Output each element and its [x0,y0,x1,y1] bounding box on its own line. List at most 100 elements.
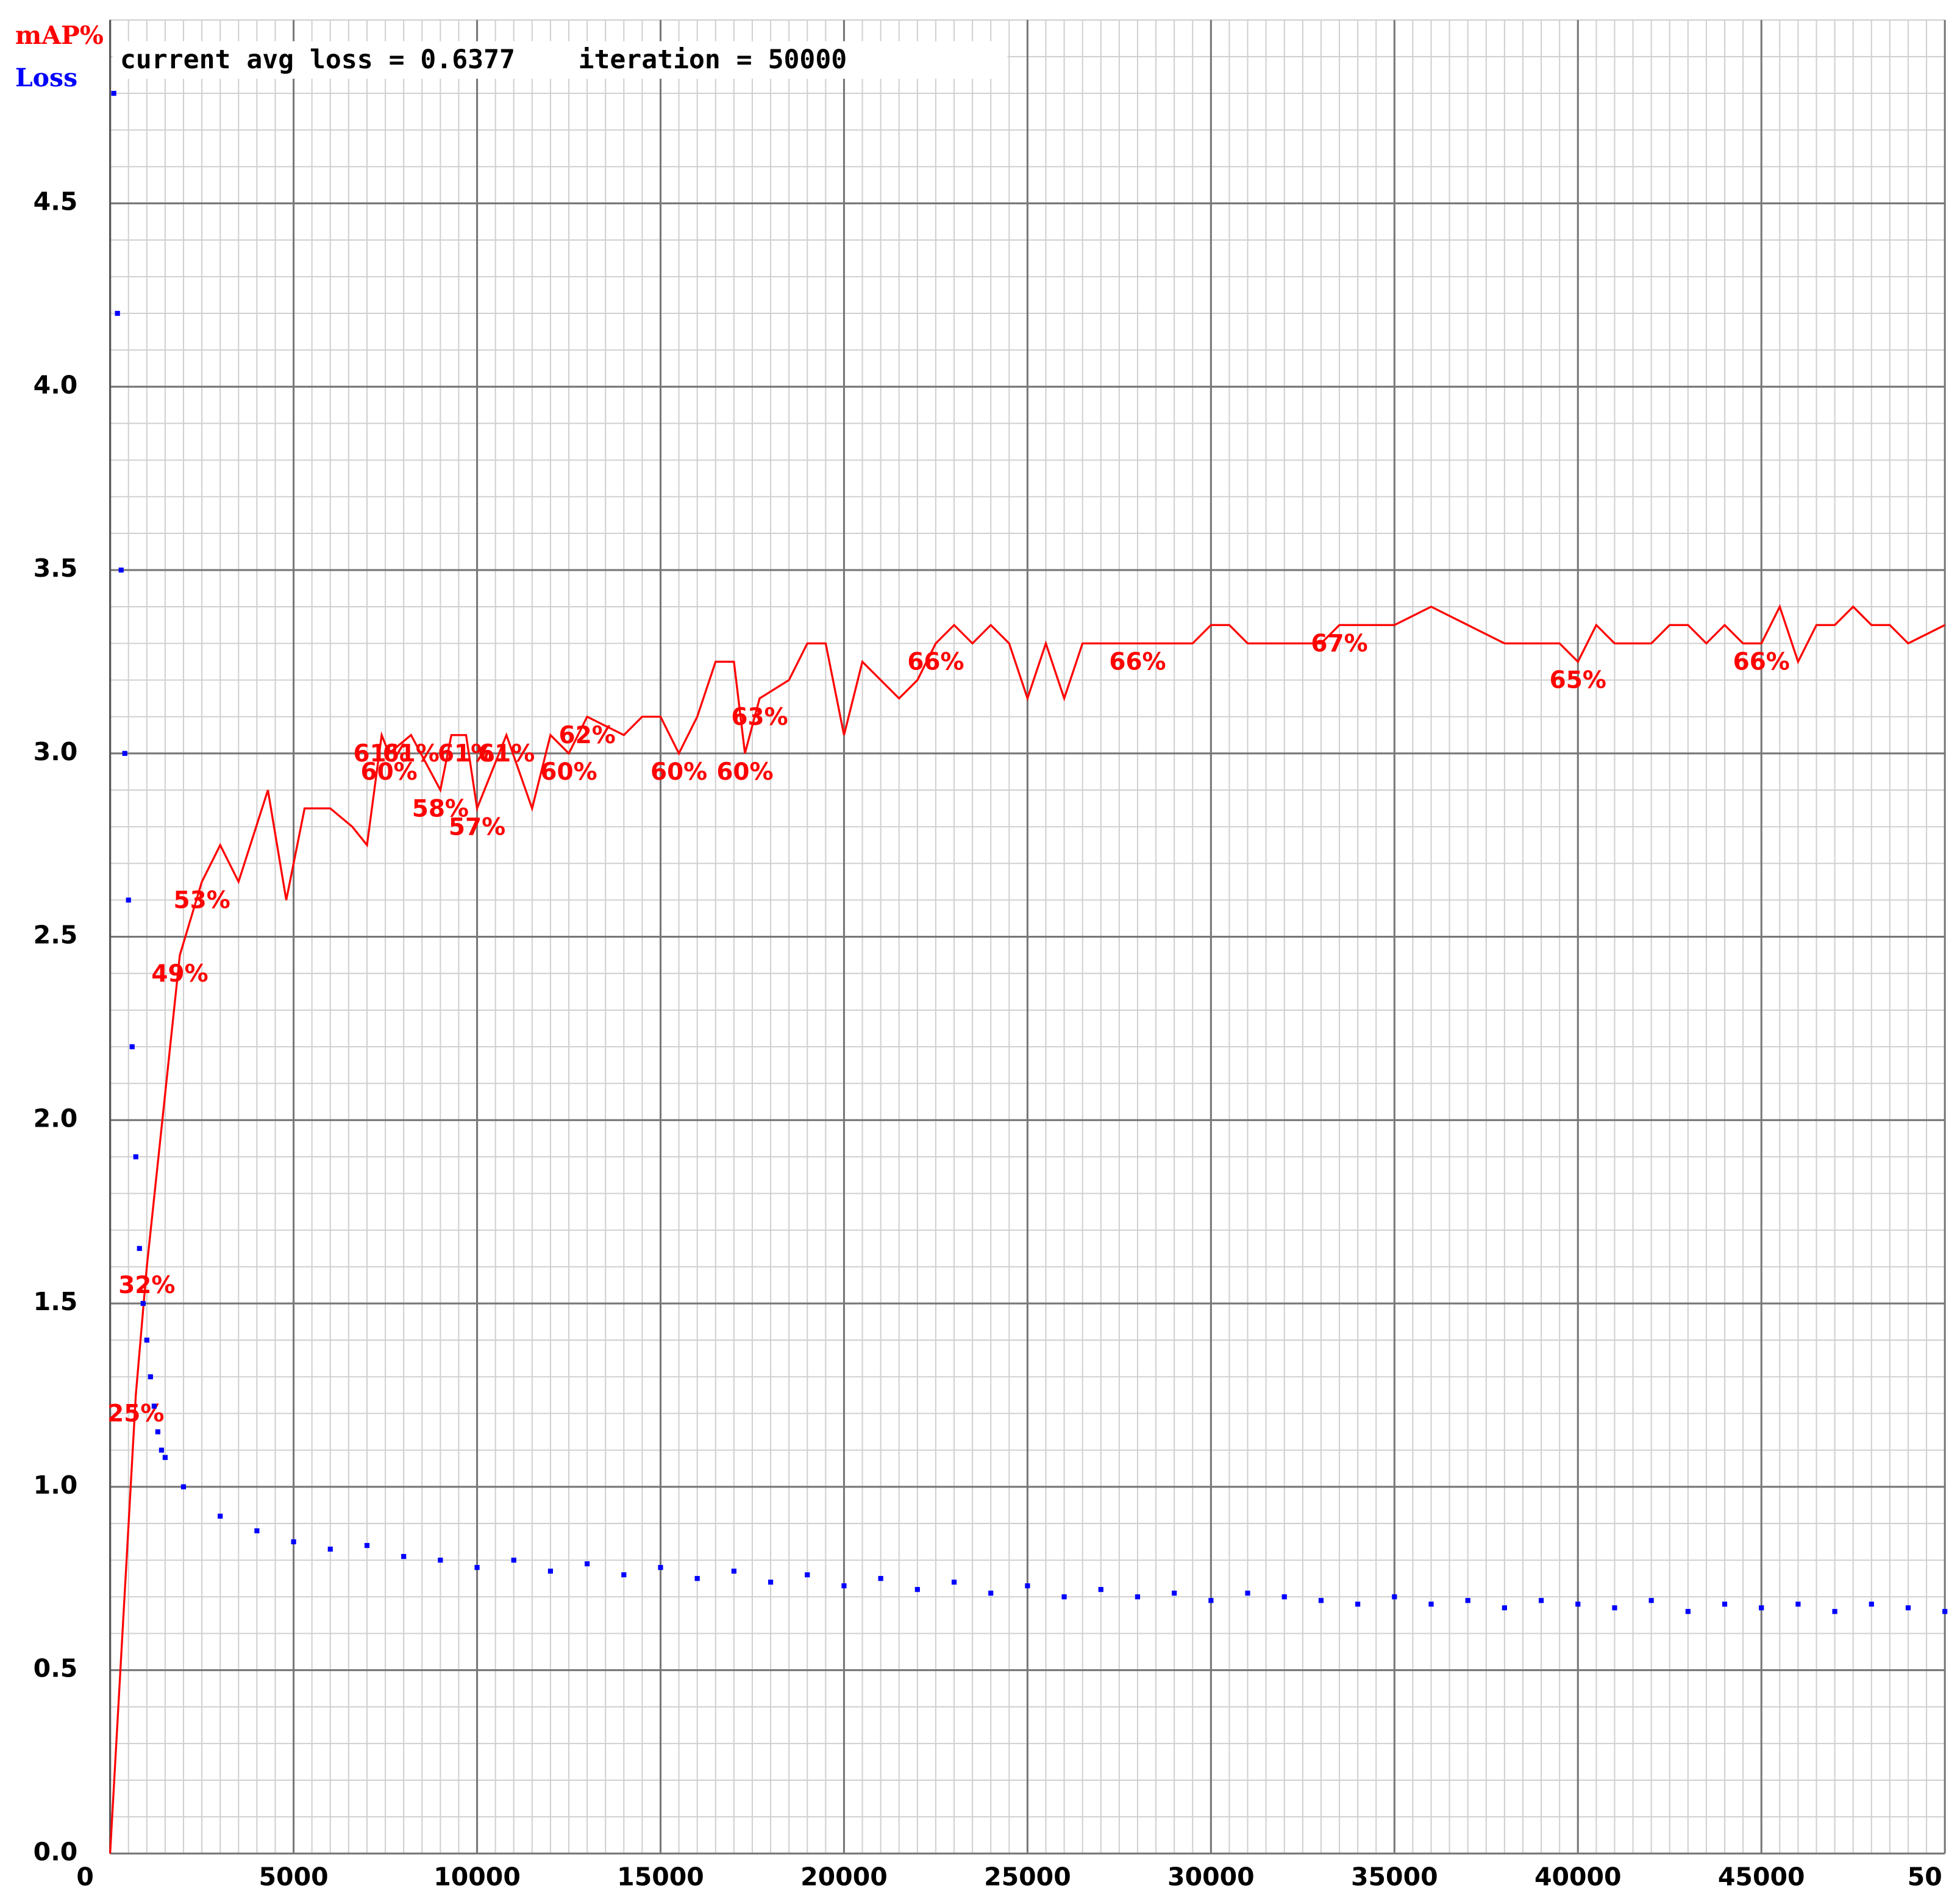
data-label: 66% [1733,649,1790,676]
legend-entry: Loss [15,63,77,93]
data-label: 58% [412,795,469,822]
loss-point [1722,1602,1728,1607]
loss-point [218,1513,223,1519]
loss-point [1832,1609,1837,1614]
y-tick-label: 3.0 [34,737,78,766]
loss-point [140,1300,146,1306]
x-tick-label: 50 [1908,1862,1942,1891]
y-tick-label: 4.5 [34,187,78,216]
loss-point [327,1546,333,1552]
data-label: 66% [1109,649,1166,676]
data-label: 60% [716,758,773,786]
loss-point [1172,1591,1177,1596]
loss-point [151,1403,157,1409]
y-tick-label: 2.0 [34,1103,78,1133]
x-tick-label: 45000 [1718,1862,1805,1891]
y-tick-label: 1.0 [34,1470,78,1500]
loss-point [129,1044,135,1050]
data-label: 61% [383,740,440,768]
y-tick-label: 1.5 [34,1287,78,1316]
loss-point [1098,1587,1103,1592]
loss-point [585,1561,590,1567]
loss-point [1538,1598,1544,1603]
map-line [109,604,1945,1854]
loss-point [914,1587,920,1592]
loss-point [731,1569,736,1574]
y-tick-label: 0.0 [34,1837,78,1866]
x-tick-label: 40000 [1534,1862,1622,1891]
data-label: 61% [353,740,410,768]
loss-point [254,1528,260,1534]
x-tick-label: 35000 [1351,1862,1438,1891]
loss-point [438,1557,443,1563]
data-label: 63% [731,704,788,731]
annotation: current avg loss = 0.6377 iteration = 50… [120,45,847,75]
loss-point [144,1338,149,1343]
loss-point [137,1246,142,1251]
loss-point [1061,1594,1067,1600]
loss-point [1795,1602,1801,1607]
legend-entry: mAP% [15,21,104,50]
loss-point [148,1374,153,1380]
loss-point [547,1569,554,1574]
loss-point [1942,1609,1948,1614]
loss-point [805,1572,810,1578]
loss-point [162,1455,168,1460]
loss-point [115,310,120,316]
loss-point [1025,1583,1030,1589]
loss-point [180,1484,187,1489]
x-tick-label: 5000 [259,1862,329,1891]
data-label: 60% [540,758,597,786]
loss-point [291,1539,296,1545]
data-label: 65% [1550,667,1606,694]
data-label: 57% [449,813,505,841]
loss-point [878,1576,883,1581]
loss-point [768,1580,774,1585]
x-tick-label: 30000 [1167,1862,1255,1891]
loss-point [841,1583,847,1589]
annotation-box [112,41,1008,79]
loss-point [1135,1594,1141,1600]
loss-point [1465,1598,1470,1603]
loss-point [621,1572,627,1578]
loss-point [694,1576,700,1581]
y-tick-label: 2.5 [34,921,78,950]
data-label: 49% [151,960,208,988]
loss-point [1428,1602,1434,1607]
data-label: 66% [907,649,964,676]
data-label: 62% [559,722,616,749]
loss-point [1245,1591,1250,1596]
data-label: 32% [118,1272,175,1299]
loss-point [1685,1609,1691,1614]
y-tick-label: 0.5 [34,1654,78,1683]
loss-point [1208,1598,1214,1603]
x-tick-label: 25000 [984,1862,1071,1891]
data-label: 60% [650,758,707,786]
x-tick-label: 10000 [433,1862,521,1891]
data-label: 53% [174,887,230,914]
x-tick-label: 15000 [617,1862,704,1891]
x-tick-label: 0 [76,1862,94,1891]
data-label: 67% [1311,630,1367,658]
loss-point [118,567,124,573]
loss-point [1759,1605,1764,1611]
loss-point [951,1580,957,1585]
loss-point [133,1154,138,1160]
loss-point [1869,1602,1874,1607]
loss-point [1612,1605,1617,1611]
x-tick-label: 20000 [800,1862,888,1891]
loss-point [122,750,127,756]
loss-point [1318,1598,1324,1603]
data-label: 60% [360,758,417,786]
loss-point [401,1553,407,1559]
loss-point [159,1447,164,1453]
y-tick-label: 4.0 [34,370,78,399]
loss-point [1905,1605,1911,1611]
loss-point [111,91,116,96]
loss-point [1575,1602,1581,1607]
data-label: 61% [478,740,535,768]
loss-point [1648,1598,1654,1603]
loss-point [364,1542,370,1549]
loss-point [1281,1594,1287,1600]
